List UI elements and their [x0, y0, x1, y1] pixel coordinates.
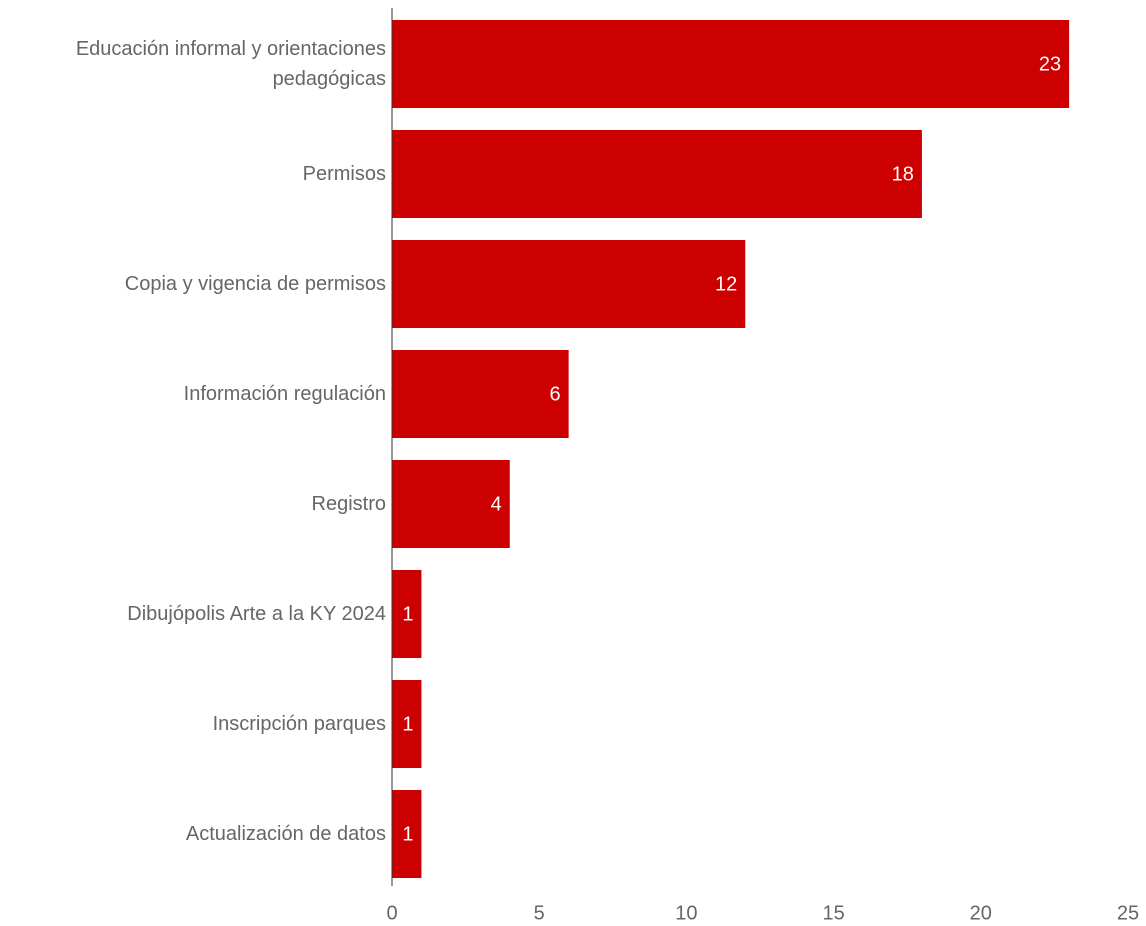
category-label: Permisos: [302, 163, 386, 185]
x-tick-label: 15: [822, 902, 844, 924]
x-tick-label: 25: [1117, 902, 1139, 924]
category-label: Inscripción parques: [212, 713, 386, 735]
category-label: Educación informal y orientaciones pedag…: [75, 38, 386, 90]
category-label: Información regulación: [183, 383, 386, 405]
bar: [392, 570, 422, 658]
value-label: 18: [892, 163, 914, 185]
bar: [392, 130, 922, 218]
bar: [392, 460, 510, 548]
bar: [392, 350, 569, 438]
bar: [392, 680, 422, 768]
value-label: 1: [402, 603, 413, 625]
bar: [392, 20, 1070, 108]
value-label: 1: [402, 713, 413, 735]
value-label: 23: [1039, 53, 1061, 75]
category-label: Actualización de datos: [185, 823, 386, 845]
value-label: 12: [715, 273, 737, 295]
bar: [392, 790, 422, 878]
category-label: Dibujópolis Arte a la KY 2024: [127, 603, 386, 625]
x-tick-label: 20: [970, 902, 992, 924]
x-tick-label: 0: [386, 902, 397, 924]
value-label: 1: [402, 823, 413, 845]
bar: [392, 240, 746, 328]
category-label: Copia y vigencia de permisos: [124, 273, 386, 295]
value-label: 6: [550, 383, 561, 405]
x-tick-label: 10: [675, 902, 697, 924]
x-tick-label: 5: [534, 902, 545, 924]
category-label: Registro: [311, 493, 386, 515]
value-label: 4: [491, 493, 502, 515]
